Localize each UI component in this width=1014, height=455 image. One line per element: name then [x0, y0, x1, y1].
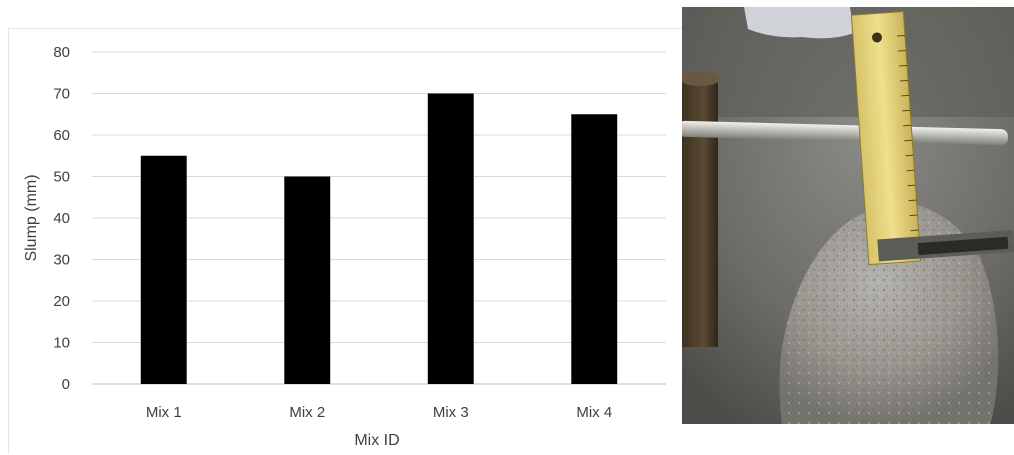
x-axis-title: Mix ID — [354, 432, 399, 449]
tamping-rod — [682, 120, 1008, 146]
x-tick-label: Mix 4 — [576, 404, 612, 421]
x-tick-labels: Mix 1 Mix 2 Mix 3 Mix 4 — [146, 404, 612, 421]
y-tick-label: 70 — [53, 86, 70, 103]
chart-canvas: 0 10 20 30 40 50 60 70 80 Mix 1 Mix 2 Mix 3 Mix 4 S… — [23, 44, 666, 449]
y-tick-label: 40 — [53, 210, 70, 227]
slump-cone-photo-illustration — [682, 7, 1014, 424]
y-tick-label: 0 — [62, 376, 70, 393]
bar-mix-2 — [284, 176, 331, 384]
bar-mix-1 — [140, 155, 187, 384]
y-tick-label: 30 — [53, 252, 70, 269]
x-tick-label: Mix 3 — [433, 404, 469, 421]
square-label-plate — [917, 236, 1009, 256]
y-tick-label: 80 — [53, 44, 70, 61]
y-tick-label: 10 — [53, 335, 70, 352]
concrete-texture — [779, 204, 999, 424]
x-tick-label: Mix 2 — [289, 404, 325, 421]
slump-test-photo — [682, 7, 1014, 424]
bars — [140, 93, 618, 384]
cylinder-rim — [682, 72, 720, 86]
slump-bar-chart: 0 10 20 30 40 50 60 70 80 Mix 1 Mix 2 Mix 3 Mix 4 S… — [8, 28, 684, 454]
bar-mix-3 — [427, 93, 474, 384]
y-tick-label: 60 — [53, 127, 70, 144]
x-tick-label: Mix 1 — [146, 404, 182, 421]
y-axis-title: Slump (mm) — [23, 174, 40, 261]
bar-mix-4 — [571, 114, 618, 384]
gridlines — [92, 51, 666, 385]
y-tick-label: 50 — [53, 169, 70, 186]
y-tick-labels: 0 10 20 30 40 50 60 70 80 — [53, 44, 70, 393]
y-tick-label: 20 — [53, 293, 70, 310]
cylinder-mould — [682, 77, 718, 347]
measuring-ruler — [850, 11, 922, 266]
plastic-bag — [744, 7, 854, 39]
